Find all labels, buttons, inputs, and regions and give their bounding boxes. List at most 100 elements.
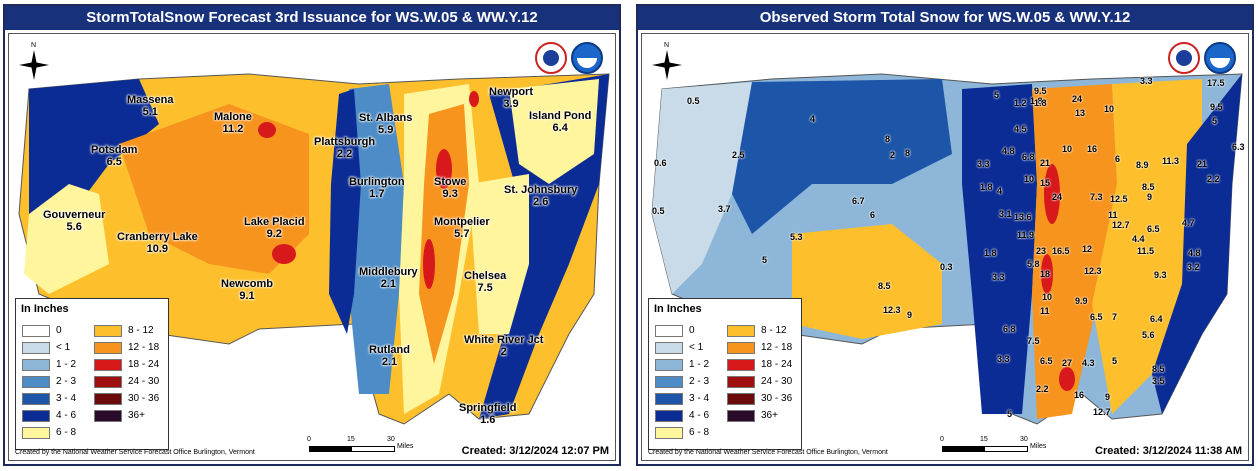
zone-ny-west	[24, 184, 109, 294]
observation-value: 6.4	[1150, 314, 1163, 324]
observation-value: 8.9	[1136, 160, 1149, 170]
north-arrow: N	[17, 42, 51, 82]
nws-logo-icon	[535, 42, 567, 74]
observation-value: 18	[1040, 269, 1051, 279]
observed-panel: Observed Storm Total Snow for WS.W.05 & …	[636, 4, 1254, 466]
zone-ny-orange	[119, 104, 309, 274]
observation-value: 2.2	[1036, 384, 1049, 394]
observation-value: 11	[1108, 210, 1118, 220]
town-label: Plattsburgh 2.2	[314, 136, 376, 160]
observation-value: 27	[1062, 358, 1073, 368]
nws-logo-icon	[1168, 42, 1200, 74]
observation-value: 16	[1087, 144, 1098, 154]
zone-ny-south-yellow	[792, 224, 942, 339]
observation-value: 6.8	[1022, 152, 1035, 162]
town-label: Montpelier 5.7	[434, 216, 490, 240]
observation-value: 9.5	[1034, 86, 1047, 96]
town-label: Gouverneur 5.6	[43, 209, 106, 233]
observation-value: 6.5	[1040, 356, 1053, 366]
forecast-map: N Massena 5.1 Malone 11.2 Potsdam 6.5 Platt…	[8, 33, 616, 461]
observation-value: 1.8	[1034, 98, 1047, 108]
observation-value: 12.3	[1084, 266, 1102, 276]
spot-lake-placid	[272, 244, 296, 264]
observation-value: 11.3	[1162, 156, 1180, 166]
town-label: Chelsea 7.5	[464, 270, 507, 294]
observation-value: 24	[1072, 94, 1083, 104]
observation-value: 3.1	[999, 209, 1012, 219]
observation-value: 11.9	[1017, 230, 1035, 240]
observation-value: 6.3	[1232, 142, 1245, 152]
compass-icon	[652, 50, 682, 80]
observation-value: 11.5	[1137, 246, 1155, 256]
observation-value: 6	[870, 210, 876, 220]
observation-value: 12.7	[1093, 407, 1111, 417]
observation-value: 3.2	[1187, 262, 1200, 272]
observation-value: 5	[1212, 116, 1218, 126]
spot-jay	[469, 91, 479, 107]
town-label: Cranberry Lake 10.9	[117, 231, 198, 255]
observation-value: 21	[1197, 159, 1208, 169]
observation-value: 6	[1115, 154, 1121, 164]
forecast-map-svg	[18, 73, 610, 425]
zone-vt-east-yellow	[469, 174, 529, 334]
created-timestamp: Created: 3/12/2024 12:07 PM	[461, 445, 609, 457]
spot-high	[1044, 164, 1060, 224]
observation-value: 4.8	[1188, 248, 1201, 258]
observation-value: 8.5	[1142, 182, 1155, 192]
observation-value: 5	[994, 90, 1000, 100]
observation-value: 6.5	[1147, 224, 1160, 234]
observation-value: 5	[1007, 409, 1013, 419]
observation-value: 13.6	[1014, 212, 1032, 222]
town-label: Massena 5.1	[127, 94, 174, 118]
town-label: Potsdam 6.5	[91, 144, 138, 168]
observation-value: 7.5	[1027, 336, 1040, 346]
spot-malone	[258, 122, 276, 138]
observation-value: 6.5	[1090, 312, 1103, 322]
observation-value: 6.7	[852, 196, 865, 206]
observation-value: 5.3	[790, 232, 803, 242]
town-label: Lake Placid 9.2	[244, 216, 305, 240]
town-label: Newcomb 9.1	[221, 278, 273, 302]
observation-value: 3.3	[1140, 76, 1153, 86]
observation-value: 5.6	[1142, 330, 1155, 340]
observation-value: 4.5	[1014, 124, 1027, 134]
spot-mansfield	[423, 239, 435, 289]
legend: In Inches 0 < 1 1 - 2 2 - 3 3 - 4 4 - 6 …	[648, 298, 802, 450]
observation-value: 13	[1075, 108, 1086, 118]
observation-value: 8.5	[1152, 364, 1165, 374]
observation-value: 9.9	[1075, 296, 1088, 306]
observation-value: 0.6	[654, 158, 667, 168]
observation-value: 4	[810, 114, 816, 124]
credit-text: Created by the National Weather Service …	[15, 449, 255, 456]
observation-value: 1.8	[984, 248, 997, 258]
observation-value: 16.5	[1052, 246, 1070, 256]
observation-value: 9	[1105, 392, 1111, 402]
town-label: Middlebury 2.1	[359, 266, 418, 290]
observation-value: 10	[1104, 104, 1115, 114]
observation-value: 7	[1112, 312, 1118, 322]
observation-value: 5.8	[1027, 259, 1040, 269]
observation-value: 10	[1062, 144, 1073, 154]
scale-bar: 0 15 30 Miles	[940, 436, 1047, 452]
observation-value: 12.7	[1112, 220, 1130, 230]
town-label: St. Johnsbury 2.6	[504, 184, 578, 208]
noaa-logo-icon	[1204, 42, 1236, 74]
observation-value: 11	[1040, 306, 1050, 316]
observation-value: 4.8	[1002, 146, 1015, 156]
observation-value: 4.4	[1132, 234, 1145, 244]
observation-value: 15	[1040, 178, 1051, 188]
observation-value: 8	[885, 134, 891, 144]
observation-value: 16	[1074, 390, 1085, 400]
spot-high	[1041, 254, 1053, 294]
zone-vt-east-blue	[1152, 74, 1242, 414]
forecast-title: StormTotalSnow Forecast 3rd Issuance for…	[5, 6, 619, 30]
observation-value: 24	[1052, 192, 1063, 202]
compass-icon	[19, 50, 49, 80]
spot-high	[1059, 367, 1075, 391]
observation-value: 3.3	[992, 272, 1005, 282]
town-label: Springfield 1.6	[459, 402, 517, 426]
observation-value: 4	[997, 186, 1003, 196]
town-label: Island Pond 6.4	[529, 110, 592, 134]
zone-ny-blue	[732, 79, 952, 234]
town-label: Rutland 2.1	[369, 344, 410, 368]
